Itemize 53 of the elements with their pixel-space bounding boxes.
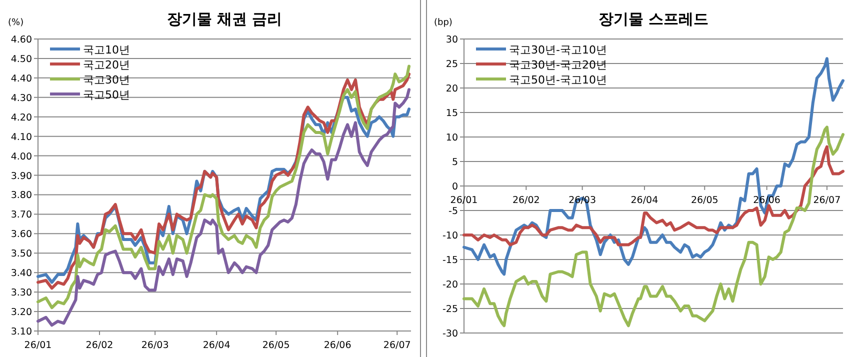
y-tick-label: 3.50 — [10, 248, 32, 260]
y-tick-label: 3.80 — [10, 190, 32, 202]
x-tick-label: 26/06 — [324, 340, 352, 351]
y-tick-label: 3.10 — [10, 326, 32, 338]
x-tick-label: 26/02 — [86, 340, 114, 351]
y-tick-label: 10 — [446, 132, 458, 144]
y-tick-label: 4.40 — [10, 73, 32, 84]
x-tick-label: 26/04 — [630, 195, 658, 206]
x-tick-label: 26/01 — [450, 195, 478, 206]
y-tick-label: -15 — [442, 255, 458, 266]
y-tick-label: 25 — [446, 59, 458, 70]
y-tick-label: -10 — [442, 230, 458, 242]
chart-title: 장기물 스프레드 — [598, 10, 709, 28]
y-tick-label: 4.20 — [10, 112, 32, 124]
y-tick-label: 4.60 — [10, 34, 32, 46]
y-tick-label: 4.00 — [10, 151, 32, 162]
x-tick-label: 26/03 — [141, 340, 169, 351]
y-tick-label: 4.10 — [10, 132, 32, 143]
legend-label: 국고20년 — [83, 58, 130, 72]
y-tick-label: 4.50 — [10, 54, 32, 65]
y-tick-label: 30 — [446, 34, 458, 46]
legend-label: 국고30년-국고20년 — [509, 58, 607, 72]
line-series — [36, 88, 411, 327]
y-tick-label: 3.20 — [10, 307, 32, 318]
x-tick-label: 26/04 — [202, 340, 230, 351]
y-tick-label: 0 — [452, 182, 458, 192]
y-tick-label: 3.30 — [10, 288, 32, 299]
y-tick-label: -30 — [442, 328, 458, 340]
legend-label: 국고50년-국고10년 — [509, 74, 607, 86]
legend-label: 국고30년-국고10년 — [509, 44, 607, 56]
y-tick-label: -5 — [448, 206, 458, 217]
chart-title: 장기물 채권 금리 — [166, 10, 282, 28]
y-tick-label: 20 — [446, 84, 458, 94]
y-axis-title: (bp) — [434, 18, 452, 28]
x-tick-label: 26/02 — [512, 195, 540, 206]
y-axis-title: (%) — [8, 18, 24, 28]
x-tick-label: 26/07 — [813, 195, 841, 206]
y-tick-label: 3.90 — [10, 170, 32, 182]
y-tick-label: -20 — [442, 280, 458, 290]
y-tick-label: -25 — [442, 304, 458, 315]
x-tick-label: 26/07 — [383, 340, 411, 351]
y-tick-label: 15 — [446, 108, 458, 119]
y-tick-label: 3.60 — [10, 229, 32, 240]
x-tick-label: 26/01 — [24, 340, 52, 351]
y-tick-label: 3.40 — [10, 268, 32, 280]
y-tick-label: 3.70 — [10, 210, 32, 221]
y-tick-label: 5 — [452, 157, 458, 168]
x-tick-label: 26/05 — [262, 340, 290, 351]
x-tick-label: 26/05 — [690, 195, 718, 206]
legend-label: 국고10년 — [83, 44, 130, 56]
legend-label: 국고50년 — [83, 88, 130, 102]
y-tick-label: 4.30 — [10, 92, 32, 104]
legend-label: 국고30년 — [83, 74, 130, 86]
